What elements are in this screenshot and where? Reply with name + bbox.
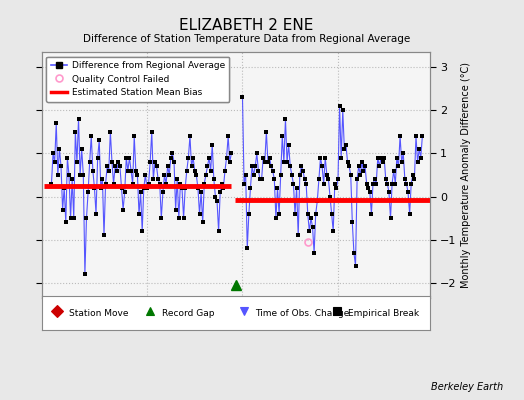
Text: Record Gap: Record Gap (162, 308, 215, 318)
Y-axis label: Monthly Temperature Anomaly Difference (°C): Monthly Temperature Anomaly Difference (… (461, 62, 471, 288)
Text: Berkeley Earth: Berkeley Earth (431, 382, 503, 392)
Text: Difference of Station Temperature Data from Regional Average: Difference of Station Temperature Data f… (83, 34, 410, 44)
Text: Empirical Break: Empirical Break (348, 308, 419, 318)
Text: ELIZABETH 2 ENE: ELIZABETH 2 ENE (179, 18, 313, 33)
Legend: Difference from Regional Average, Quality Control Failed, Estimated Station Mean: Difference from Regional Average, Qualit… (47, 56, 230, 102)
Text: Time of Obs. Change: Time of Obs. Change (255, 308, 350, 318)
Text: Station Move: Station Move (69, 308, 128, 318)
